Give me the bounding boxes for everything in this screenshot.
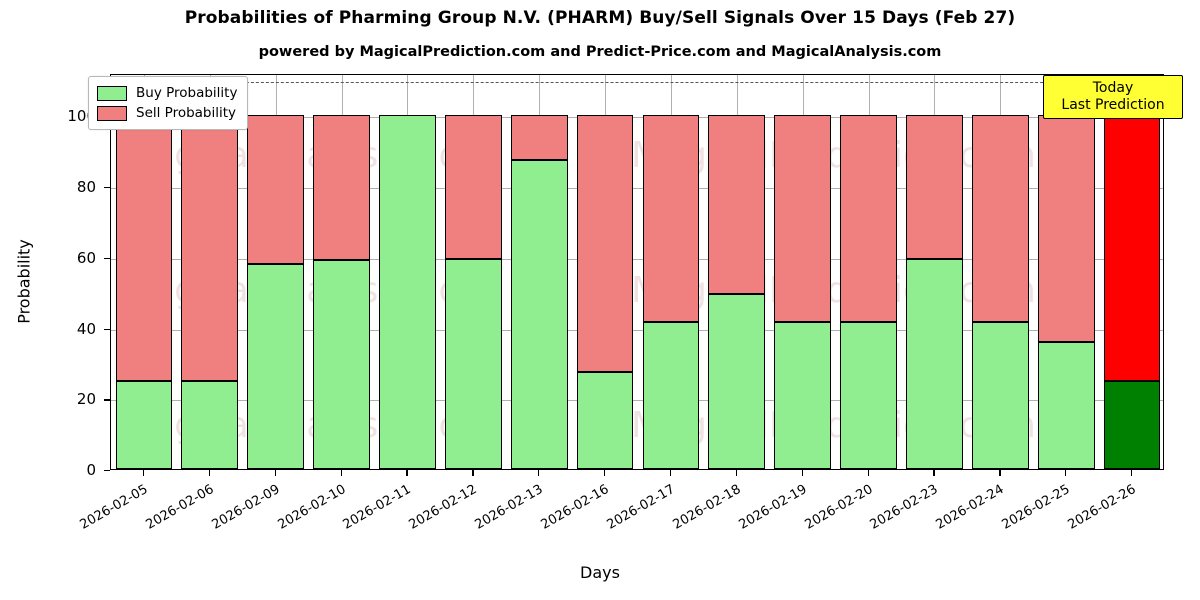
bar-segment-buy <box>510 159 568 469</box>
bar-segment-buy <box>444 258 502 469</box>
bar-segment-sell <box>840 115 897 323</box>
legend-label-buy: Buy Probability <box>136 85 238 101</box>
legend-label-sell: Sell Probability <box>136 105 237 121</box>
watermark-text: MagicalAnalysis.com <box>121 270 496 311</box>
bar-group <box>313 75 370 469</box>
bar-segment-buy <box>840 322 897 469</box>
today-annotation-line1: Today <box>1092 80 1134 96</box>
x-axis-tick-mark <box>1131 470 1133 476</box>
bar-group <box>181 75 239 469</box>
gridline-horizontal <box>111 400 1163 402</box>
bar-segment-buy <box>906 258 963 469</box>
x-axis-tick-mark <box>669 470 672 476</box>
y-axis-tick-mark <box>104 187 110 189</box>
legend-item-buy: Buy Probability <box>97 83 237 103</box>
bar-group <box>1037 75 1095 469</box>
bar-group <box>708 75 766 469</box>
bar-segment-sell <box>642 115 700 323</box>
bar-group <box>774 75 831 469</box>
reference-line <box>111 82 1163 84</box>
y-axis-tick-mark <box>104 470 110 472</box>
bar-segment-buy <box>313 260 370 469</box>
x-axis-tick-mark <box>604 470 606 476</box>
bar-group <box>971 75 1029 469</box>
chart-subtitle: powered by MagicalPrediction.com and Pre… <box>258 44 942 60</box>
x-axis-tick-mark <box>999 470 1001 476</box>
today-annotation: Today Last Prediction <box>1043 75 1183 120</box>
chart-title: Probabilities of Pharming Group N.V. (PH… <box>184 8 1016 28</box>
bar-segment-sell <box>510 115 568 160</box>
x-axis-tick-mark <box>801 470 803 476</box>
today-annotation-line2: Last Prediction <box>1061 96 1165 113</box>
x-axis-tick-mark <box>406 470 408 476</box>
bar-segment-buy <box>774 322 831 469</box>
watermark-text: MagicalAnalysis.com <box>121 405 496 446</box>
bar-segment-sell <box>906 115 963 259</box>
bar-segment-sell <box>444 115 502 259</box>
y-axis-tick-label: 20 <box>76 390 96 409</box>
bar-group <box>247 75 304 469</box>
chart-legend: Buy Probability Sell Probability <box>88 76 249 130</box>
bar-group <box>642 75 700 469</box>
y-axis-tick-mark <box>104 328 110 330</box>
bar-segment-buy <box>379 115 436 469</box>
x-axis-tick-mark <box>208 470 211 476</box>
bar-group <box>379 75 436 469</box>
bar-segment-sell <box>708 115 766 294</box>
legend-item-sell: Sell Probability <box>97 103 237 123</box>
bar-group <box>510 75 568 469</box>
bar-group <box>840 75 897 469</box>
bar-segment-buy <box>115 380 173 469</box>
bar-segment-sell <box>115 115 173 381</box>
y-axis-tick-label: 80 <box>76 178 96 197</box>
bar-group <box>576 75 634 469</box>
bar-segment-buy <box>642 322 700 469</box>
bar-group <box>906 75 963 469</box>
bar-group <box>444 75 502 469</box>
bar-segment-buy <box>576 371 634 469</box>
x-axis-tick-mark <box>933 470 935 476</box>
x-axis-tick-mark <box>340 470 342 476</box>
gridline-horizontal <box>111 188 1163 190</box>
bar-segment-sell <box>313 115 370 261</box>
x-axis-tick-mark <box>1065 470 1067 476</box>
gridline-horizontal <box>111 329 1163 331</box>
bar-segment-buy <box>971 322 1029 469</box>
legend-swatch-buy <box>97 85 127 101</box>
y-axis-label: Probability <box>14 239 34 324</box>
bar-segment-sell <box>971 115 1029 323</box>
bar-segment-sell <box>247 115 304 264</box>
legend-swatch-sell <box>97 105 127 121</box>
x-axis-tick-mark <box>274 470 276 476</box>
x-axis-tick-mark <box>142 470 145 476</box>
bar-group <box>1103 75 1161 469</box>
watermark-text: MagicalAnalysis.com <box>121 135 496 176</box>
bar-segment-sell <box>1103 115 1161 381</box>
x-axis-tick-mark <box>538 470 540 476</box>
x-axis-tick-mark <box>735 470 738 476</box>
y-axis-tick-label: 40 <box>76 319 96 338</box>
x-axis-tick-mark <box>472 470 474 476</box>
y-axis-tick-label: 100 <box>67 107 96 126</box>
bar-group <box>115 75 173 469</box>
bar-segment-sell <box>576 115 634 372</box>
y-axis-tick-mark <box>104 257 110 260</box>
bar-segment-buy <box>181 380 239 469</box>
bar-segment-sell <box>181 115 239 381</box>
x-axis-tick-mark <box>867 470 869 476</box>
bar-segment-sell <box>774 115 831 323</box>
y-axis-tick-mark <box>104 399 110 401</box>
plot-area: MagicalAnalysis.com MagicalPrediction.com… <box>110 74 1164 470</box>
bar-segment-buy <box>247 263 304 469</box>
gridline-horizontal <box>111 117 1163 119</box>
bar-segment-buy <box>708 293 766 469</box>
x-axis-label: Days <box>580 563 620 582</box>
y-axis-tick-label: 60 <box>76 248 96 267</box>
bar-segment-buy <box>1103 380 1161 469</box>
bar-segment-buy <box>1037 341 1095 469</box>
bar-segment-sell <box>1037 115 1095 342</box>
y-axis-tick-label: 0 <box>86 461 96 479</box>
gridline-horizontal <box>111 258 1163 260</box>
